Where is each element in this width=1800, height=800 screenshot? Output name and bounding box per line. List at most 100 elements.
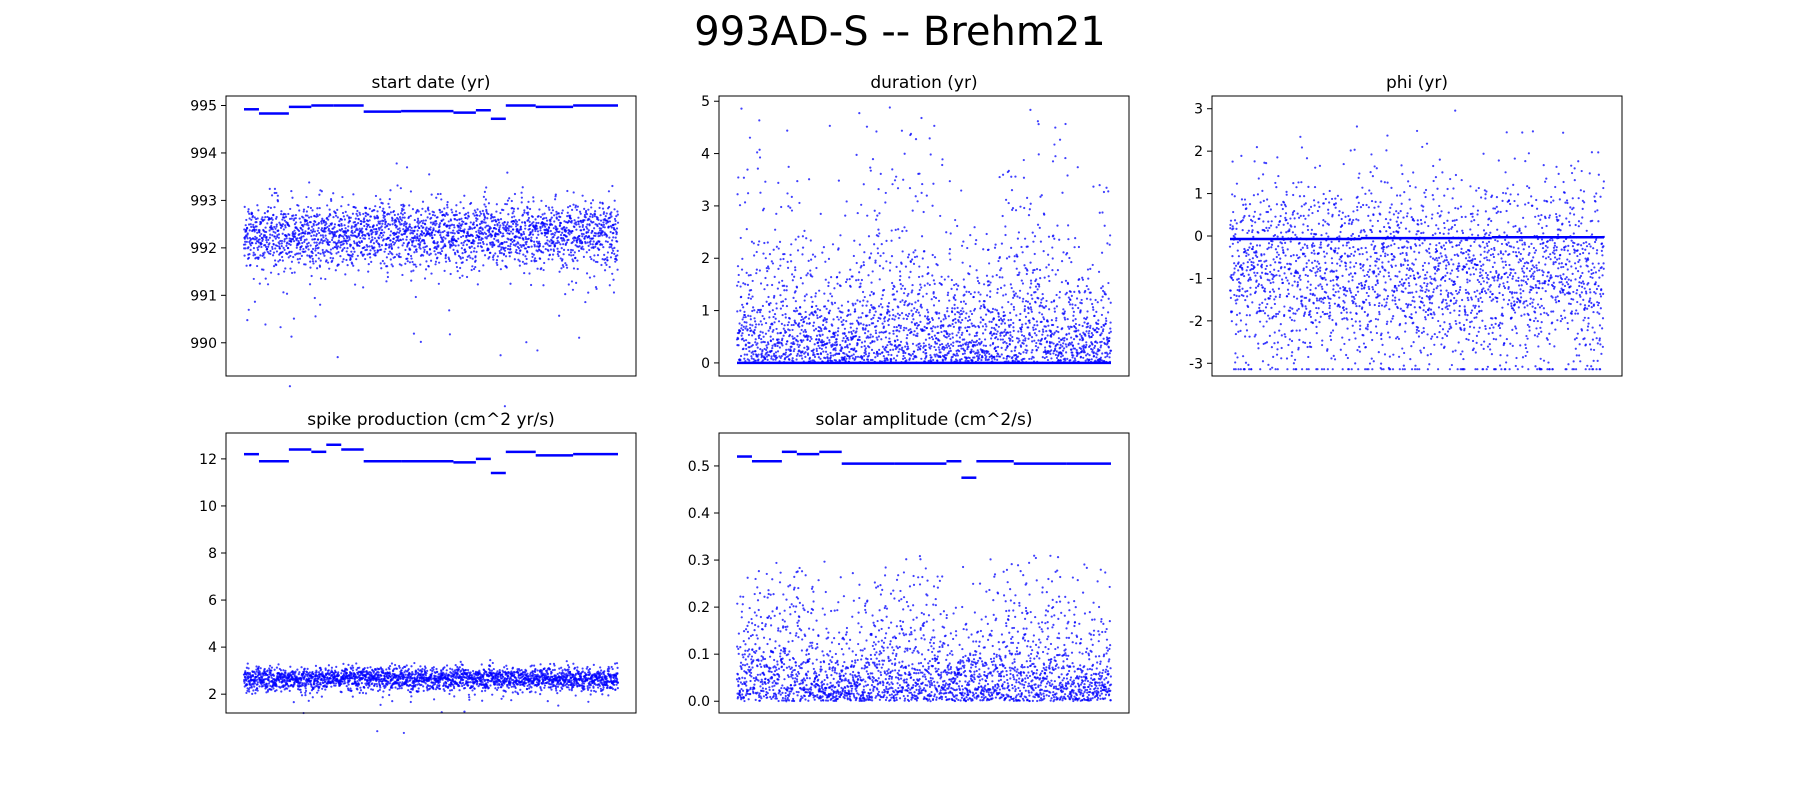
sample-point [757, 336, 761, 340]
sample-point [753, 254, 756, 257]
sample-point [466, 217, 469, 220]
sample-point [980, 340, 983, 343]
sample-point [990, 357, 994, 360]
sample-point [789, 253, 792, 257]
sample-point [978, 281, 981, 285]
sample-point [1033, 323, 1036, 327]
sample-point [944, 315, 947, 318]
sample-point [972, 350, 975, 353]
sample-point [773, 352, 776, 355]
sample-point [396, 184, 399, 187]
sample-point [315, 232, 318, 236]
sample-point [1050, 357, 1053, 360]
sample-point [779, 258, 782, 261]
sample-point [895, 325, 898, 329]
sample-point [988, 352, 991, 356]
sample-point [757, 353, 760, 356]
sample-point [940, 275, 943, 278]
sample-point [1030, 357, 1033, 360]
sample-point [589, 239, 592, 243]
sample-point [498, 249, 501, 253]
sample-point [520, 191, 523, 194]
sample-point [501, 232, 505, 235]
sample-point [736, 284, 739, 287]
sample-point [866, 314, 869, 317]
sample-point [469, 226, 472, 229]
sample-point [573, 251, 576, 254]
sample-point [470, 251, 473, 254]
sample-point [532, 253, 535, 256]
sample-point [897, 324, 901, 327]
sample-point [876, 338, 879, 341]
sample-point [507, 213, 510, 216]
sample-point [933, 282, 936, 285]
sample-point [424, 268, 428, 271]
sample-point [510, 251, 513, 254]
sample-point [950, 359, 953, 362]
sample-point [924, 344, 927, 347]
sample-point [287, 256, 290, 259]
sample-point [880, 338, 883, 341]
sample-point [422, 219, 425, 222]
sample-point [524, 237, 528, 241]
sample-point [896, 329, 899, 332]
sample-point [292, 214, 295, 217]
sample-point [342, 242, 345, 245]
sample-point [303, 223, 306, 226]
sample-point [458, 212, 461, 215]
sample-point [474, 211, 477, 214]
sample-point [775, 327, 778, 331]
sample-point [837, 307, 840, 310]
sample-point [545, 219, 549, 222]
sample-point [419, 237, 422, 240]
sample-point [976, 349, 979, 352]
sample-point [333, 226, 336, 229]
sample-point [312, 262, 315, 265]
sample-point [375, 232, 378, 235]
sample-point [871, 340, 874, 343]
sample-point [1072, 314, 1075, 317]
sample-point [407, 228, 410, 231]
sample-point [743, 310, 746, 313]
sample-point [339, 244, 343, 247]
sample-point [484, 198, 487, 201]
sample-point [790, 260, 793, 263]
sample-point [896, 338, 899, 342]
sample-point [593, 254, 596, 257]
sample-point [391, 253, 394, 256]
sample-point [276, 194, 279, 197]
sample-point [916, 332, 919, 335]
sample-point [905, 327, 908, 330]
sample-point [592, 237, 595, 240]
sample-point [965, 341, 968, 344]
sample-point [502, 252, 506, 255]
sample-point [879, 303, 883, 306]
sample-point [337, 245, 340, 248]
sample-point [283, 219, 286, 222]
sample-point [921, 182, 924, 186]
sample-point [1031, 271, 1034, 274]
sample-point [380, 248, 383, 251]
sample-point [737, 280, 740, 284]
sample-point [542, 245, 545, 248]
sample-point [362, 253, 366, 256]
sample-point [1067, 325, 1070, 328]
sample-point [258, 282, 261, 285]
sample-point [553, 233, 556, 237]
sample-point [813, 355, 817, 358]
sample-point [1034, 328, 1037, 331]
sample-point [435, 247, 438, 251]
sample-point [594, 210, 597, 213]
sample-point [973, 356, 976, 359]
sample-point [738, 322, 741, 325]
sample-point [848, 350, 851, 354]
sample-point [855, 350, 858, 353]
sample-point [336, 356, 339, 359]
sample-point [790, 345, 793, 348]
sample-point [508, 197, 511, 200]
sample-point [1043, 213, 1046, 216]
sample-point [1073, 290, 1076, 293]
sample-point [1042, 318, 1046, 321]
sample-point [543, 261, 546, 265]
sample-point [391, 219, 394, 222]
